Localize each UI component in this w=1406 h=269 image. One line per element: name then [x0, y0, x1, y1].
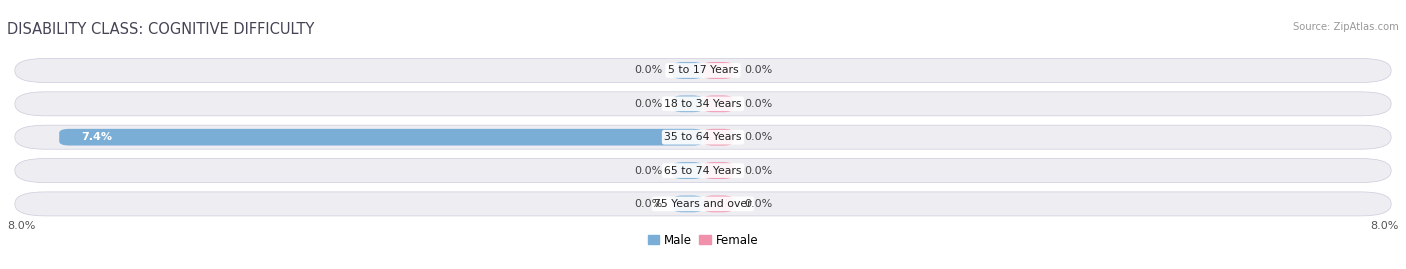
Text: 8.0%: 8.0%	[7, 221, 35, 231]
Text: 0.0%: 0.0%	[634, 99, 662, 109]
Text: 0.0%: 0.0%	[634, 165, 662, 176]
Text: 0.0%: 0.0%	[634, 65, 662, 76]
FancyBboxPatch shape	[15, 92, 1391, 116]
FancyBboxPatch shape	[703, 196, 734, 212]
Text: 0.0%: 0.0%	[744, 132, 772, 142]
Text: 65 to 74 Years: 65 to 74 Years	[664, 165, 742, 176]
FancyBboxPatch shape	[15, 158, 1391, 183]
Text: 0.0%: 0.0%	[744, 165, 772, 176]
FancyBboxPatch shape	[15, 125, 1391, 149]
Text: 8.0%: 8.0%	[1371, 221, 1399, 231]
Text: 0.0%: 0.0%	[744, 199, 772, 209]
Text: 0.0%: 0.0%	[634, 199, 662, 209]
FancyBboxPatch shape	[672, 196, 703, 212]
Text: 0.0%: 0.0%	[744, 65, 772, 76]
Text: 18 to 34 Years: 18 to 34 Years	[664, 99, 742, 109]
FancyBboxPatch shape	[703, 62, 734, 79]
Text: DISABILITY CLASS: COGNITIVE DIFFICULTY: DISABILITY CLASS: COGNITIVE DIFFICULTY	[7, 22, 315, 37]
FancyBboxPatch shape	[15, 58, 1391, 83]
Legend: Male, Female: Male, Female	[643, 229, 763, 251]
FancyBboxPatch shape	[672, 62, 703, 79]
Text: 5 to 17 Years: 5 to 17 Years	[668, 65, 738, 76]
FancyBboxPatch shape	[672, 95, 703, 112]
FancyBboxPatch shape	[59, 129, 703, 146]
FancyBboxPatch shape	[672, 162, 703, 179]
Text: 0.0%: 0.0%	[744, 99, 772, 109]
FancyBboxPatch shape	[15, 192, 1391, 216]
Text: 35 to 64 Years: 35 to 64 Years	[664, 132, 742, 142]
Text: Source: ZipAtlas.com: Source: ZipAtlas.com	[1294, 22, 1399, 31]
FancyBboxPatch shape	[703, 129, 734, 146]
Text: 75 Years and over: 75 Years and over	[654, 199, 752, 209]
FancyBboxPatch shape	[703, 95, 734, 112]
FancyBboxPatch shape	[703, 162, 734, 179]
Text: 7.4%: 7.4%	[82, 132, 112, 142]
